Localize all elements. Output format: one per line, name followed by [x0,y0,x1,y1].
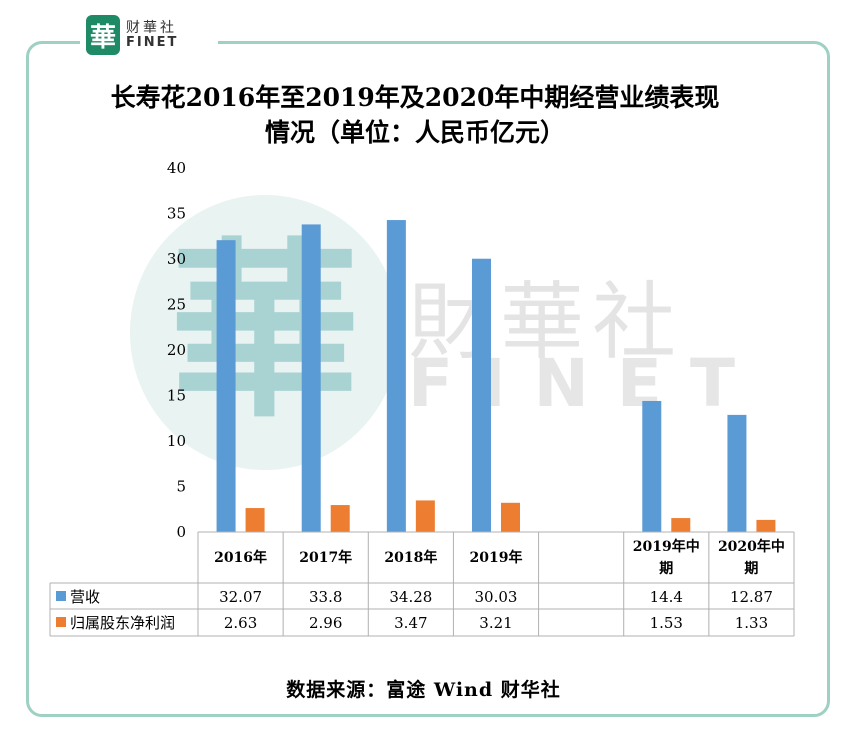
x-tick-label: 2019年中 [633,538,700,555]
x-tick-label: 2020年中 [718,538,785,555]
data-label: 33.8 [309,588,342,606]
x-tick-label: 期 [659,561,673,577]
data-label: 1.53 [650,614,683,632]
revenue-bar [216,240,236,532]
x-tick-label: 2019年 [470,549,523,566]
y-tick-label: 40 [167,159,186,177]
profit-bar [671,518,691,532]
title-line-1: 长寿花2016年至2019年及2020年中期经营业绩表现 [110,83,720,112]
finet-logo: 華 财華社 FINET [80,12,218,58]
profit-bar [245,508,265,532]
data-label: 3.21 [479,614,512,632]
y-tick-label: 15 [167,387,186,405]
y-tick-label: 35 [167,205,186,223]
data-label: 34.28 [389,588,432,606]
x-tick-label: 期 [744,561,758,577]
profit-bar [501,502,520,532]
logo-mark: 華 [86,15,120,55]
profit-bar [330,505,350,532]
data-label: 2.96 [309,614,342,632]
data-label: 12.87 [730,588,773,606]
revenue-bar [472,258,491,532]
legend-label: 归属股东净利润 [70,614,175,632]
logo-text: 财華社 FINET [126,21,178,49]
chart-title: 长寿花2016年至2019年及2020年中期经营业绩表现 情况（单位：人民币亿元… [60,80,770,150]
profit-bar [756,519,776,532]
revenue-bar [301,224,321,533]
logo-en: FINET [126,34,179,50]
revenue-bar [727,414,747,532]
data-label: 30.03 [475,588,518,606]
legend-label: 营收 [70,588,100,606]
data-label: 1.33 [735,614,768,632]
y-tick-label: 25 [167,296,186,314]
logo-cn: 财華社 [126,19,177,36]
x-tick-label: 2016年 [214,549,267,566]
y-tick-label: 5 [176,478,186,496]
data-label: 14.4 [650,588,683,606]
legend-swatch [56,617,66,627]
data-label: 32.07 [219,588,262,606]
y-tick-label: 20 [167,341,186,359]
x-tick-label: 2017年 [299,549,352,566]
y-tick-label: 30 [167,250,186,268]
title-line-2: 情况（单位：人民币亿元） [264,118,565,147]
data-label: 3.47 [394,614,427,632]
profit-bar [415,500,435,532]
chart-frame [26,41,830,717]
y-tick-label: 10 [167,432,186,450]
x-tick-label: 2018年 [384,549,437,566]
data-label: 2.63 [224,614,257,632]
y-tick-label: 0 [176,523,186,541]
revenue-bar [386,220,406,532]
legend-swatch [56,591,66,601]
data-source: 数据来源：富途 Wind 财华社 [286,679,561,701]
revenue-bar [642,400,662,532]
